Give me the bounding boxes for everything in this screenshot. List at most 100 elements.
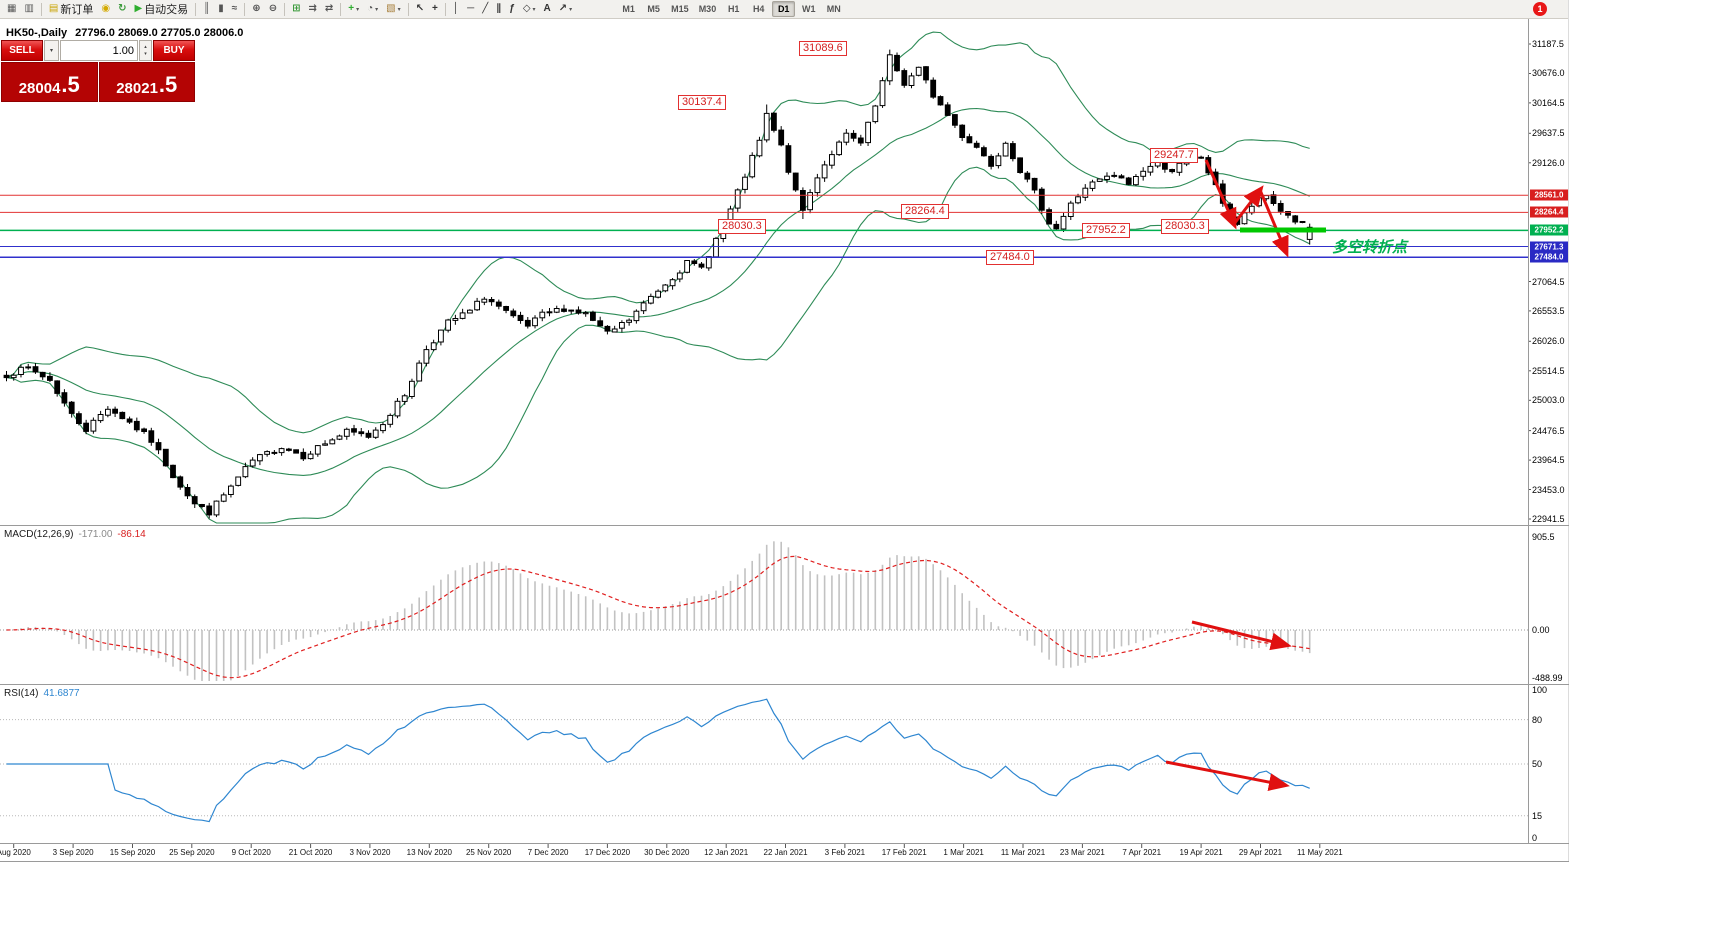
timeframe-m1-button[interactable]: M1 <box>622 4 635 14</box>
trend-arrow[interactable] <box>1204 159 1237 230</box>
market-watch-button[interactable]: ◉ <box>97 1 114 18</box>
rsi-trend-arrow[interactable] <box>1165 760 1290 791</box>
rsi-panel-area[interactable] <box>0 685 1528 843</box>
price-annotation[interactable]: 27484.0 <box>986 250 1034 265</box>
macd-signal-value: -86.14 <box>117 529 146 540</box>
templates-icon: ▧ <box>386 3 396 14</box>
chart-shift-icon: ⇄ <box>324 3 334 14</box>
new-chart-button[interactable]: ▦ <box>3 1 20 18</box>
vertical-line-icon: │ <box>452 3 460 14</box>
text-button[interactable]: A <box>540 1 555 18</box>
price-annotation[interactable]: 30137.4 <box>678 95 726 110</box>
chart-window: ▦ ▥ ▤ 新订单 ◉ ↻ ▶ 自动交易 ║ ▮ ≈ ⊕ ⊖ ⊞ ⇉ ⇄ + ▾ ◔ ▾ ▧ ▾ ↖ + │ ─ ╱ ∥ ƒ ◇ ▾ A ↗ ▾ … <box>0 0 1569 862</box>
timeframe-h1-button[interactable]: H1 <box>727 4 740 14</box>
chart-note-text[interactable]: 多空转折点 <box>1332 239 1408 256</box>
auto-scroll-button[interactable]: ⇉ <box>304 1 320 18</box>
price-annotation[interactable]: 28264.4 <box>901 204 949 219</box>
timeframe-m15-button[interactable]: M15 <box>671 4 689 14</box>
tile-windows-icon: ⊞ <box>292 3 301 14</box>
bb-middle <box>6 107 1310 476</box>
channel-icon: ∥ <box>496 3 502 14</box>
macd-trend-arrow[interactable] <box>1191 620 1292 651</box>
candlestick-chart-button[interactable]: ▮ <box>214 1 228 18</box>
periods-button[interactable]: ◔ ▾ <box>363 1 382 18</box>
templates-button[interactable]: ▧ ▾ <box>382 1 404 18</box>
profiles-button[interactable]: ▥ <box>20 1 37 18</box>
timeframe-m5-button[interactable]: M5 <box>647 4 660 14</box>
cursor-button[interactable]: ↖ <box>412 1 428 18</box>
price-scale-label: 29126.0 <box>1532 157 1565 168</box>
trendline-button[interactable]: ╱ <box>478 1 492 18</box>
channel-button[interactable]: ∥ <box>492 1 505 18</box>
timeframe-buttons-group: M1 M5 M15 M30 H1 H4 D1 W1 MN <box>616 1 846 17</box>
crosshair-button[interactable]: + <box>428 1 442 18</box>
date-label: Aug 2020 <box>0 848 31 857</box>
horizontal-line-button[interactable]: ─ <box>463 1 478 18</box>
main-chart-area[interactable] <box>0 19 1528 525</box>
toolbar-buttons-group: ▦ ▥ ▤ 新订单 ◉ ↻ ▶ 自动交易 ║ ▮ ≈ ⊕ ⊖ ⊞ ⇉ ⇄ + ▾ ◔ ▾ ▧ ▾ ↖ + │ ─ ╱ ∥ ƒ ◇ ▾ A ↗ ▾ <box>3 1 616 18</box>
price-annotation[interactable]: 29247.7 <box>1150 148 1198 163</box>
sell-button[interactable]: SELL <box>1 40 43 61</box>
price-annotation[interactable]: 31089.6 <box>799 41 847 56</box>
zoom-in-button[interactable]: ⊕ <box>248 1 264 18</box>
buy-price-frac: .5 <box>158 72 178 97</box>
fibonacci-button[interactable]: ƒ <box>505 1 519 18</box>
zoom-in-icon: ⊕ <box>252 3 261 14</box>
new-chart-icon: ▦ <box>7 3 17 14</box>
trend-arrow[interactable] <box>1258 189 1289 258</box>
toolbar-separator <box>244 2 246 16</box>
zoom-out-button[interactable]: ⊖ <box>265 1 281 18</box>
toolbar-separator <box>40 2 42 16</box>
date-label: 22 Jan 2021 <box>763 848 808 857</box>
sell-price-display: 28004.5 <box>1 62 98 102</box>
refresh-icon: ↻ <box>118 3 127 14</box>
toolbar: ▦ ▥ ▤ 新订单 ◉ ↻ ▶ 自动交易 ║ ▮ ≈ ⊕ ⊖ ⊞ ⇉ ⇄ + ▾ ◔ ▾ ▧ ▾ ↖ + │ ─ ╱ ∥ ƒ ◇ ▾ A ↗ ▾ … <box>0 0 1568 19</box>
buy-price-display: 28021.5 <box>98 62 195 102</box>
buy-button[interactable]: BUY <box>153 40 195 61</box>
tile-windows-button[interactable]: ⊞ <box>288 1 304 18</box>
new-order-button-label: 新订单 <box>60 4 94 16</box>
timeframe-mn-button[interactable]: MN <box>826 4 841 14</box>
price-annotation[interactable]: 28030.3 <box>718 219 766 234</box>
chart-shift-button[interactable]: ⇄ <box>321 1 337 18</box>
line-chart-icon: ≈ <box>231 3 238 14</box>
arrows-button[interactable]: ↗ ▾ <box>555 1 576 18</box>
vertical-line-button[interactable]: │ <box>449 1 463 18</box>
price-annotation[interactable]: 28030.3 <box>1161 219 1209 234</box>
bar-chart-button[interactable]: ║ <box>199 1 214 18</box>
date-label: 1 Mar 2021 <box>943 848 984 857</box>
price-annotation[interactable]: 27952.2 <box>1082 223 1130 238</box>
lot-input[interactable] <box>60 40 138 61</box>
indicators-button[interactable]: + ▾ <box>344 1 363 18</box>
toolbar-separator <box>407 2 409 16</box>
rsi-name: RSI(14) <box>4 688 39 699</box>
lot-dropdown-button[interactable]: ▾ <box>44 40 59 61</box>
spinner-up-icon: ▴ <box>144 43 147 50</box>
drawings-layer[interactable] <box>1165 159 1326 791</box>
macd-panel-area[interactable] <box>0 526 1528 684</box>
trend-arrow[interactable] <box>1232 185 1264 225</box>
price-scale-label: 26026.0 <box>1532 336 1565 347</box>
timeframe-w1-button[interactable]: W1 <box>801 4 816 14</box>
macd-indicator-label: MACD(12,26,9) -171.00 -86.14 <box>4 529 146 540</box>
text-icon: A <box>543 3 551 14</box>
price-scale-label: 22941.5 <box>1532 514 1565 524</box>
rsi-line <box>6 698 1310 823</box>
shapes-button[interactable]: ◇ ▾ <box>519 1 540 18</box>
timeframe-h4-button[interactable]: H4 <box>752 4 765 14</box>
market-watch-icon: ◉ <box>101 3 111 14</box>
autotrade-button[interactable]: ▶ 自动交易 <box>130 1 192 18</box>
date-label: 3 Sep 2020 <box>52 848 94 857</box>
autotrade-button-label: 自动交易 <box>144 4 189 16</box>
price-tag-28264.4: 28264.4 <box>1530 206 1568 218</box>
line-chart-button[interactable]: ≈ <box>228 1 242 18</box>
toolbar-separator <box>444 2 446 16</box>
price-scale-label: 27064.5 <box>1532 276 1565 287</box>
timeframe-d1-button[interactable]: D1 <box>772 1 796 17</box>
new-order-button[interactable]: ▤ 新订单 <box>45 1 97 18</box>
timeframe-m30-button[interactable]: M30 <box>698 4 717 14</box>
lot-spinner[interactable]: ▴ ▾ <box>139 40 152 61</box>
refresh-button[interactable]: ↻ <box>114 1 130 18</box>
notification-badge[interactable]: 1 <box>1533 2 1547 16</box>
arrows-icon: ↗ <box>558 3 568 14</box>
